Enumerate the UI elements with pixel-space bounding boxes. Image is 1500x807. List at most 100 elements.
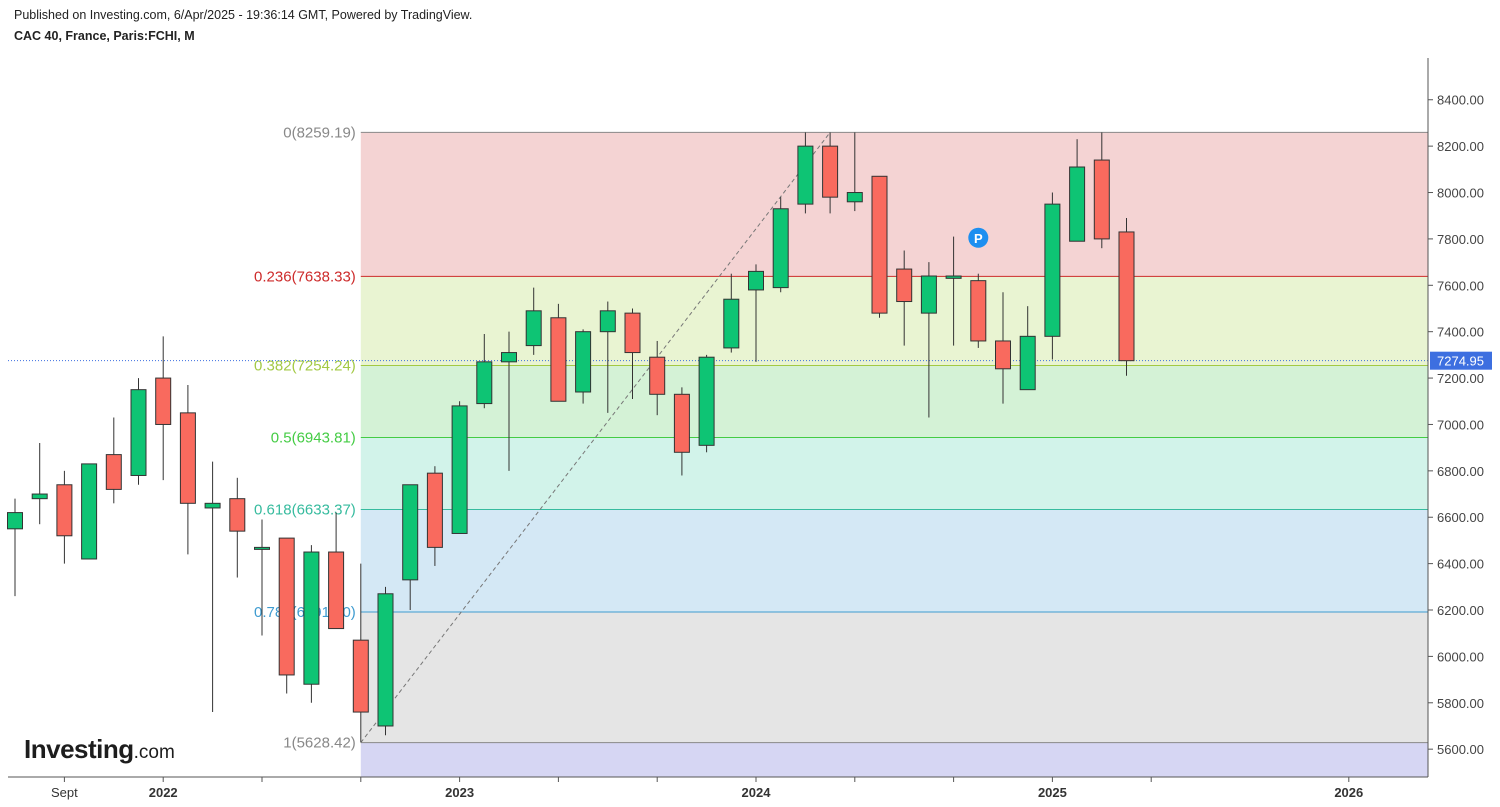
event-marker-icon	[968, 227, 989, 248]
candle	[624, 308, 641, 399]
current-price-badge	[1430, 351, 1492, 370]
candle-body	[649, 356, 666, 395]
candle	[920, 262, 937, 418]
candle-body	[550, 317, 567, 402]
fib-level-label: 0.382(7254.24)	[254, 357, 356, 374]
candle-body	[352, 639, 369, 713]
x-axis-tick-label: 2026	[1334, 785, 1363, 800]
y-axis-tick-label: 7800.00	[1437, 232, 1484, 247]
candle	[945, 236, 962, 346]
candle	[56, 470, 73, 564]
candle	[155, 336, 172, 481]
fib-zone	[360, 276, 1428, 366]
candle-body	[673, 393, 690, 453]
y-axis-tick-label: 6400.00	[1437, 557, 1484, 572]
y-axis-tick-label: 7400.00	[1437, 325, 1484, 340]
candle	[81, 463, 98, 560]
candle	[426, 466, 443, 566]
candle-body	[451, 405, 468, 534]
x-axis-tick-label: 2023	[445, 785, 474, 800]
candle-body	[254, 546, 270, 550]
y-axis-tick-label: 8400.00	[1437, 93, 1484, 108]
candle-body	[179, 412, 196, 504]
fib-trend-line	[360, 132, 831, 743]
candle-body	[377, 593, 394, 727]
candle-body	[1044, 203, 1061, 337]
fib-level-label: 0(8259.19)	[283, 124, 356, 141]
candle-body	[871, 175, 888, 314]
fib-level-label: 0.236(7638.33)	[254, 268, 356, 285]
candle-body	[748, 270, 764, 291]
candle	[204, 461, 221, 713]
candle-body	[130, 389, 147, 476]
fib-zone	[360, 437, 1428, 510]
logo-main: Investing	[24, 734, 134, 764]
candle	[1093, 132, 1110, 249]
candle	[797, 132, 814, 214]
candle	[723, 273, 740, 353]
y-axis-tick-label: 7000.00	[1437, 417, 1484, 432]
y-axis-tick-label: 6800.00	[1437, 464, 1484, 479]
candle-body	[896, 268, 913, 303]
fib-zone	[360, 742, 1428, 777]
candle	[846, 132, 863, 212]
candle	[748, 264, 764, 362]
candle-body	[303, 551, 320, 685]
candle-body	[822, 145, 839, 198]
candle-body	[426, 472, 443, 548]
candle-body	[278, 537, 295, 676]
x-axis-tick-label: 2025	[1038, 785, 1067, 800]
fib-level-label: 0.618(6633.37)	[254, 501, 356, 518]
candle	[303, 545, 320, 703]
candle-body	[328, 551, 345, 630]
published-line: Published on Investing.com, 6/Apr/2025 -…	[14, 8, 473, 22]
candle	[476, 334, 493, 409]
investing-logo: Investing.com	[24, 734, 175, 765]
candle	[772, 197, 789, 293]
x-axis-tick-label: Sept	[51, 785, 78, 800]
y-axis-tick-label: 6600.00	[1437, 510, 1484, 525]
y-axis-tick-label: 6200.00	[1437, 603, 1484, 618]
y-axis-tick-label: 7200.00	[1437, 371, 1484, 386]
candle-body	[772, 208, 789, 289]
fib-zone	[360, 132, 1428, 277]
candle	[105, 417, 122, 504]
candle	[995, 292, 1011, 404]
candle-body	[995, 340, 1011, 370]
candle	[1069, 139, 1086, 242]
candle-body	[723, 298, 740, 349]
candle	[673, 387, 690, 476]
candle	[970, 273, 987, 348]
candle	[278, 537, 295, 694]
candle	[871, 175, 888, 318]
candle-body	[204, 502, 221, 509]
candle-body	[797, 145, 814, 205]
candle-body	[624, 312, 641, 354]
fib-zone	[360, 509, 1428, 613]
chart-header: Published on Investing.com, 6/Apr/2025 -…	[14, 8, 472, 50]
fib-level-label: 0.5(6943.81)	[271, 429, 356, 446]
candle	[31, 443, 48, 525]
candle	[451, 401, 468, 534]
candle	[1118, 218, 1135, 376]
candle-body	[970, 280, 987, 342]
y-axis-tick-label: 7600.00	[1437, 278, 1484, 293]
candle-body	[1118, 231, 1135, 362]
candle	[896, 250, 913, 346]
candle-body	[575, 331, 592, 393]
candle-body	[56, 484, 73, 537]
candle-body	[698, 356, 715, 446]
fib-zone	[360, 612, 1428, 743]
y-axis-tick-label: 5600.00	[1437, 742, 1484, 757]
x-axis-tick-label: 2024	[742, 785, 772, 800]
candle	[550, 303, 567, 402]
candle	[575, 329, 592, 404]
candle-body	[1093, 159, 1110, 240]
candle	[698, 354, 715, 453]
candle-body	[945, 275, 962, 279]
candle-body	[31, 493, 48, 500]
candle	[377, 586, 394, 736]
candle-body	[81, 463, 98, 560]
candle	[402, 484, 419, 611]
